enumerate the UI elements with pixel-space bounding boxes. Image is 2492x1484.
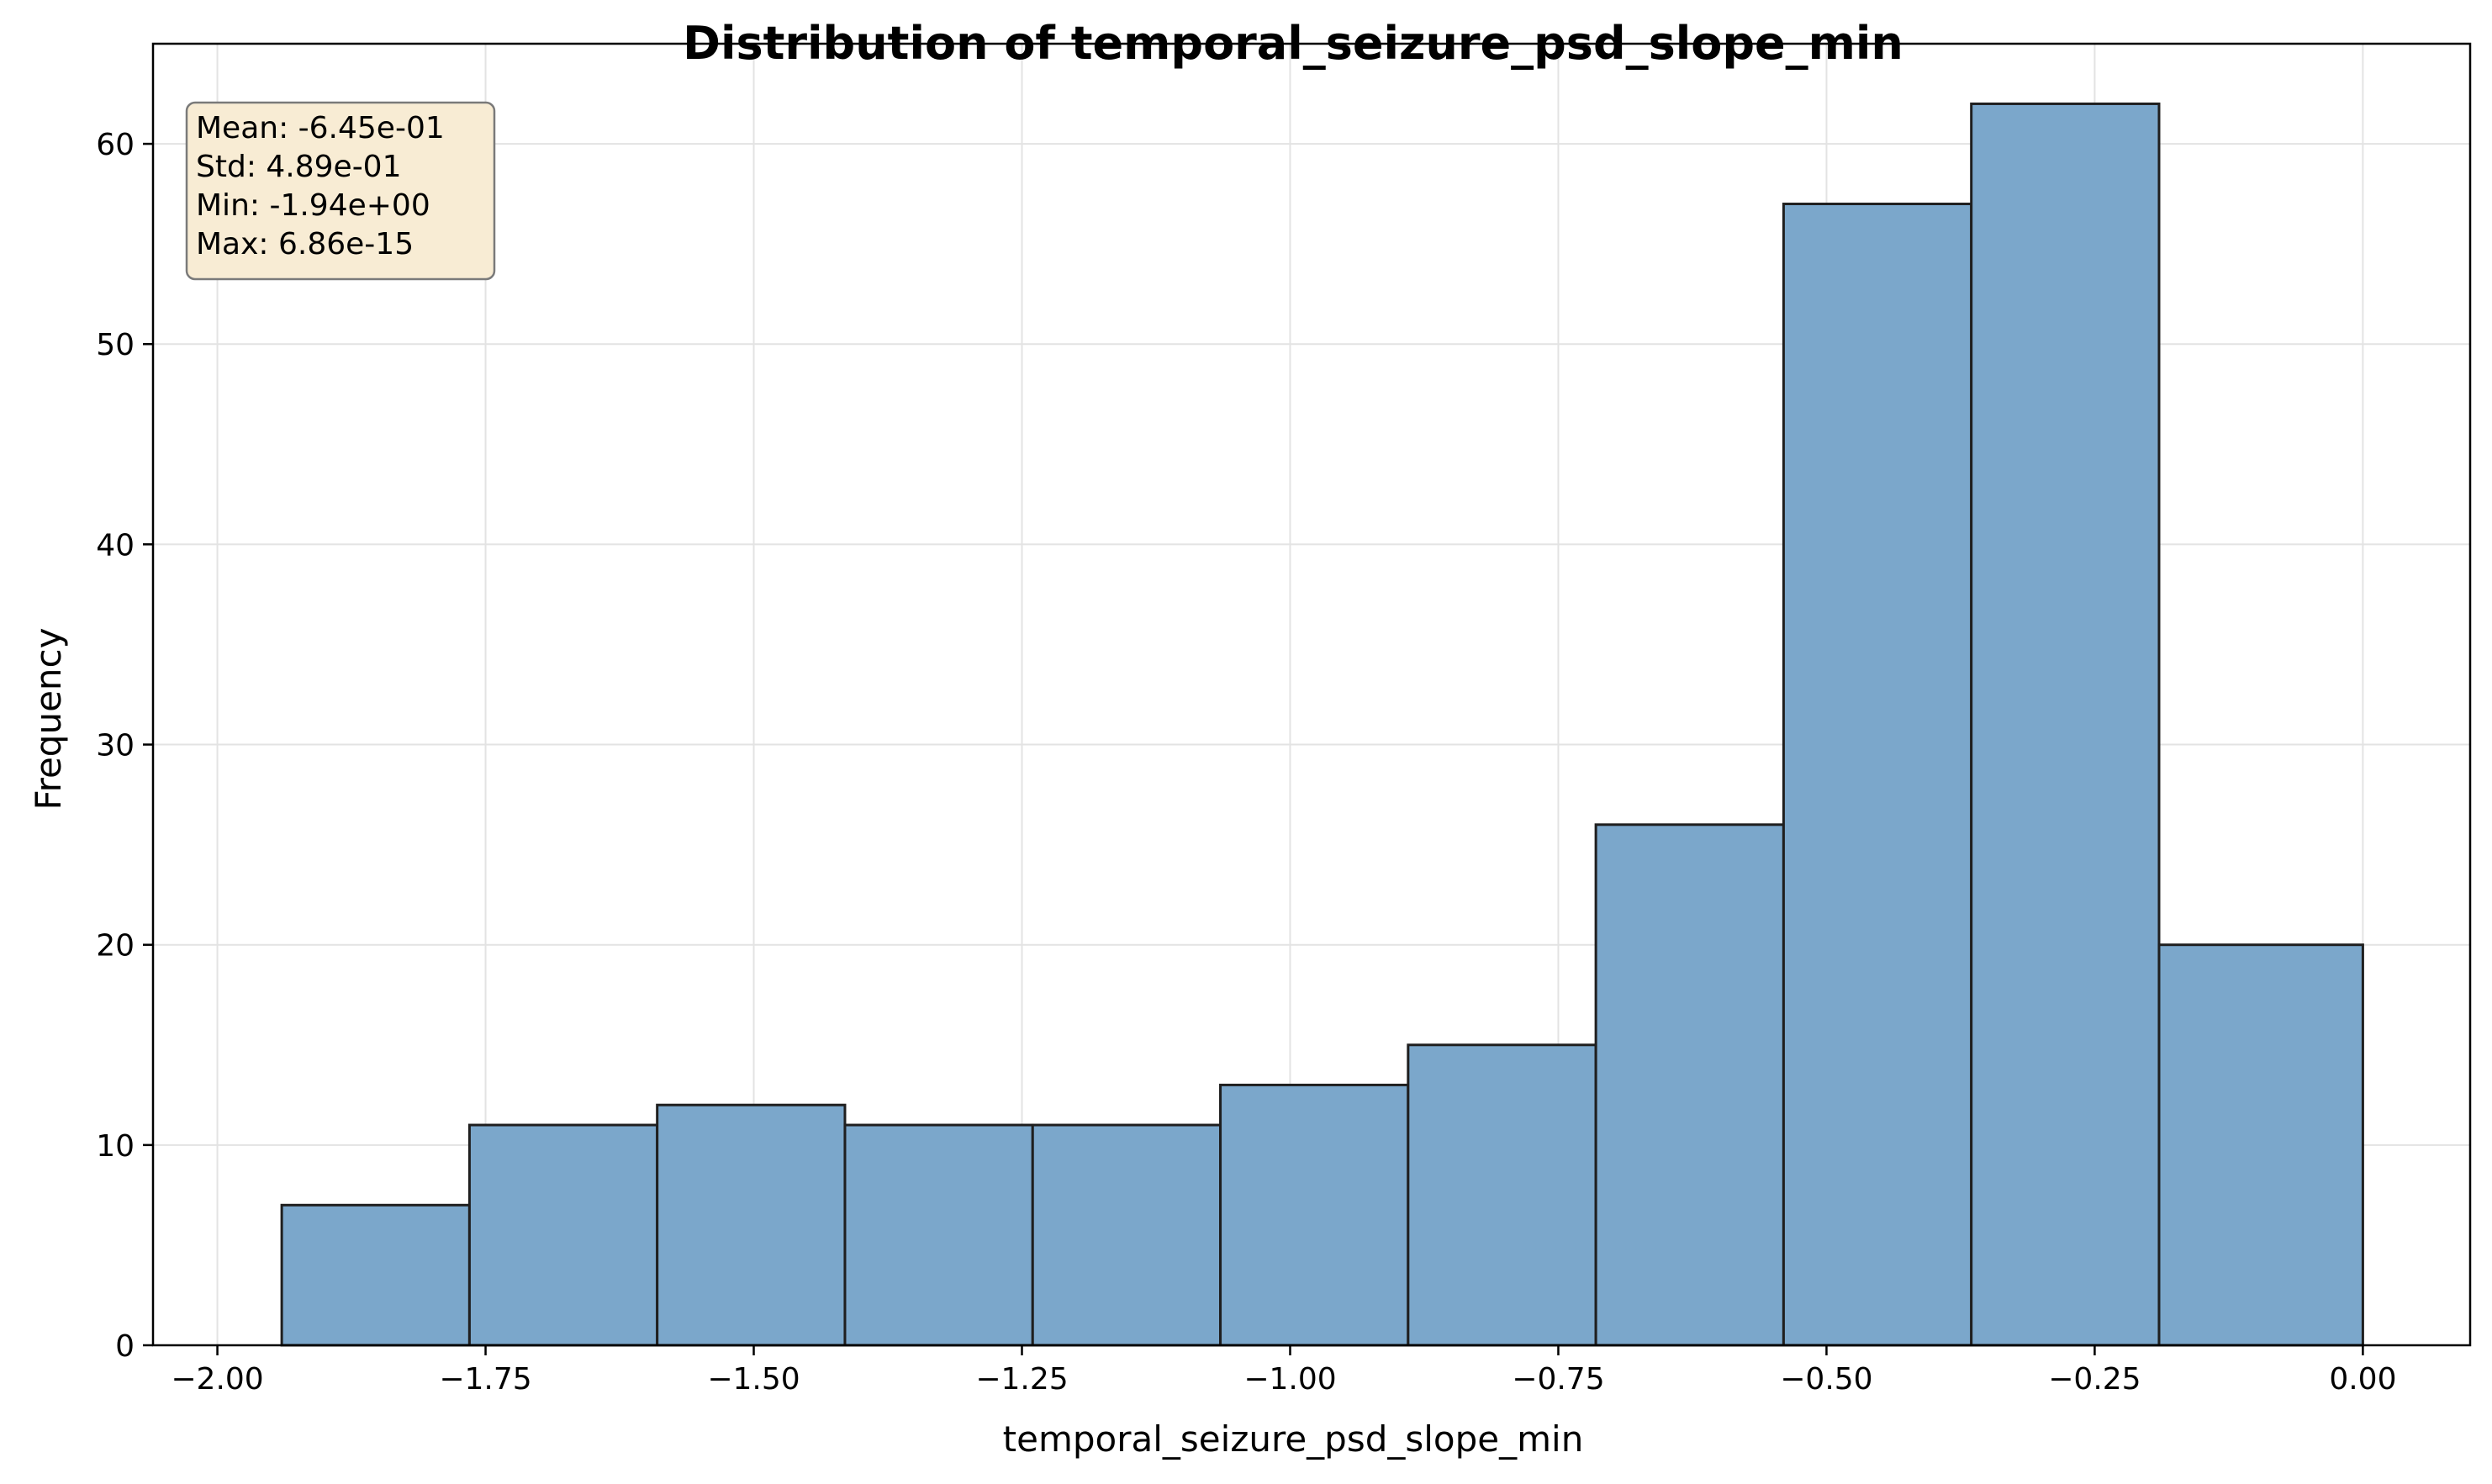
histogram-bar (1031, 1123, 1222, 1347)
histogram-bar (2157, 943, 2364, 1347)
x-tick-label: −1.75 (439, 1362, 531, 1397)
y-tick-label: 0 (115, 1329, 135, 1364)
histogram-bar (467, 1123, 659, 1347)
x-tick-label: −0.50 (1780, 1362, 1872, 1397)
histogram-bar (280, 1203, 471, 1347)
bars-layer (280, 102, 2364, 1347)
stats-box: Mean: -6.45e-01 Std: 4.89e-01 Min: -1.94… (185, 101, 496, 281)
x-tick-label: −2.00 (171, 1362, 263, 1397)
y-axis-label: Frequency (28, 628, 69, 811)
y-tick-label: 10 (96, 1129, 135, 1164)
histogram-bar (1782, 203, 1973, 1347)
plot-frame (151, 42, 2472, 1347)
histogram-bar (1970, 102, 2161, 1347)
x-tick-label: −1.00 (1243, 1362, 1336, 1397)
y-tick-label: 30 (96, 729, 135, 763)
stats-std: Std: 4.89e-01 (196, 150, 402, 184)
stats-max: Max: 6.86e-15 (196, 227, 414, 261)
x-tick-label: −1.50 (707, 1362, 800, 1397)
histogram-bar (1407, 1043, 1597, 1347)
histogram-bar (1594, 823, 1785, 1347)
chart-title: Distribution of temporal_seizure_psd_slo… (683, 17, 1903, 70)
ticks-layer: −2.00 −1.75 −1.50 −1.25 −1.00 −0.75 −0.50 −0.25… (96, 128, 2396, 1397)
y-tick-label: 20 (96, 929, 135, 964)
stats-box-background (185, 101, 496, 281)
histogram-bar (843, 1123, 1034, 1347)
x-tick-label: −0.25 (2048, 1362, 2141, 1397)
x-tick-label: −1.25 (975, 1362, 1068, 1397)
stats-mean: Mean: -6.45e-01 (196, 111, 445, 145)
histogram-bar (1219, 1083, 1410, 1347)
histogram-bar (656, 1103, 847, 1347)
x-tick-label: 0.00 (2329, 1362, 2396, 1397)
x-axis-label: temporal_seizure_psd_slope_min (1003, 1418, 1584, 1460)
x-tick-label: −0.75 (1512, 1362, 1604, 1397)
y-tick-label: 60 (96, 128, 135, 162)
y-tick-label: 40 (96, 528, 135, 562)
stats-min: Min: -1.94e+00 (196, 188, 430, 223)
y-tick-label: 50 (96, 328, 135, 362)
